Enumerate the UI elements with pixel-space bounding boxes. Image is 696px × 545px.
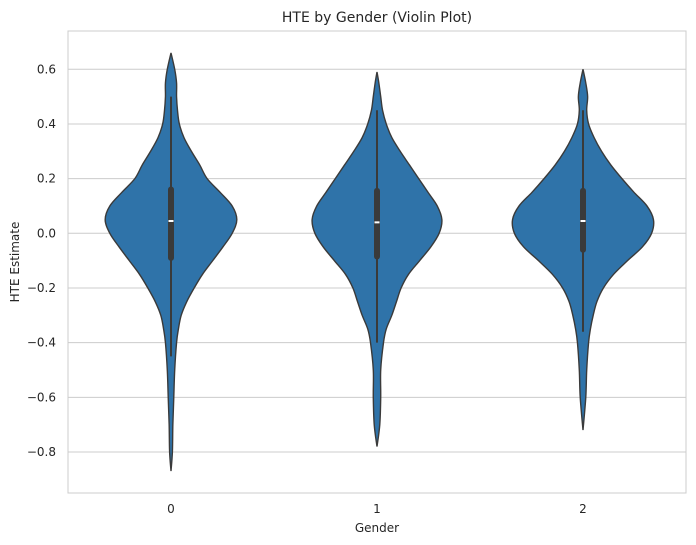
y-tick-label: 0.2	[37, 172, 56, 186]
x-tick-label: 1	[373, 502, 381, 516]
chart-title: HTE by Gender (Violin Plot)	[282, 10, 472, 26]
y-tick-label: −0.6	[27, 390, 56, 404]
y-tick-label: −0.8	[27, 445, 56, 459]
y-tick-label: 0.4	[37, 117, 56, 131]
x-tick-labels: 0 1 2	[167, 502, 587, 516]
y-tick-label: 0.6	[37, 62, 56, 76]
x-tick-label: 0	[167, 502, 175, 516]
violins	[104, 52, 655, 472]
y-tick-labels: 0.6 0.4 0.2 0.0 −0.2 −0.4 −0.6 −0.8	[27, 62, 56, 459]
violin-1	[311, 71, 443, 447]
x-tick-label: 2	[579, 502, 587, 516]
violin-0	[104, 52, 238, 472]
y-tick-label: −0.2	[27, 281, 56, 295]
y-tick-label: 0.0	[37, 226, 56, 240]
plot-frame	[67, 30, 687, 494]
violin-2	[511, 69, 655, 431]
y-tick-label: −0.4	[27, 336, 56, 350]
x-axis-label: Gender	[355, 521, 399, 535]
y-axis-label: HTE Estimate	[8, 222, 22, 303]
